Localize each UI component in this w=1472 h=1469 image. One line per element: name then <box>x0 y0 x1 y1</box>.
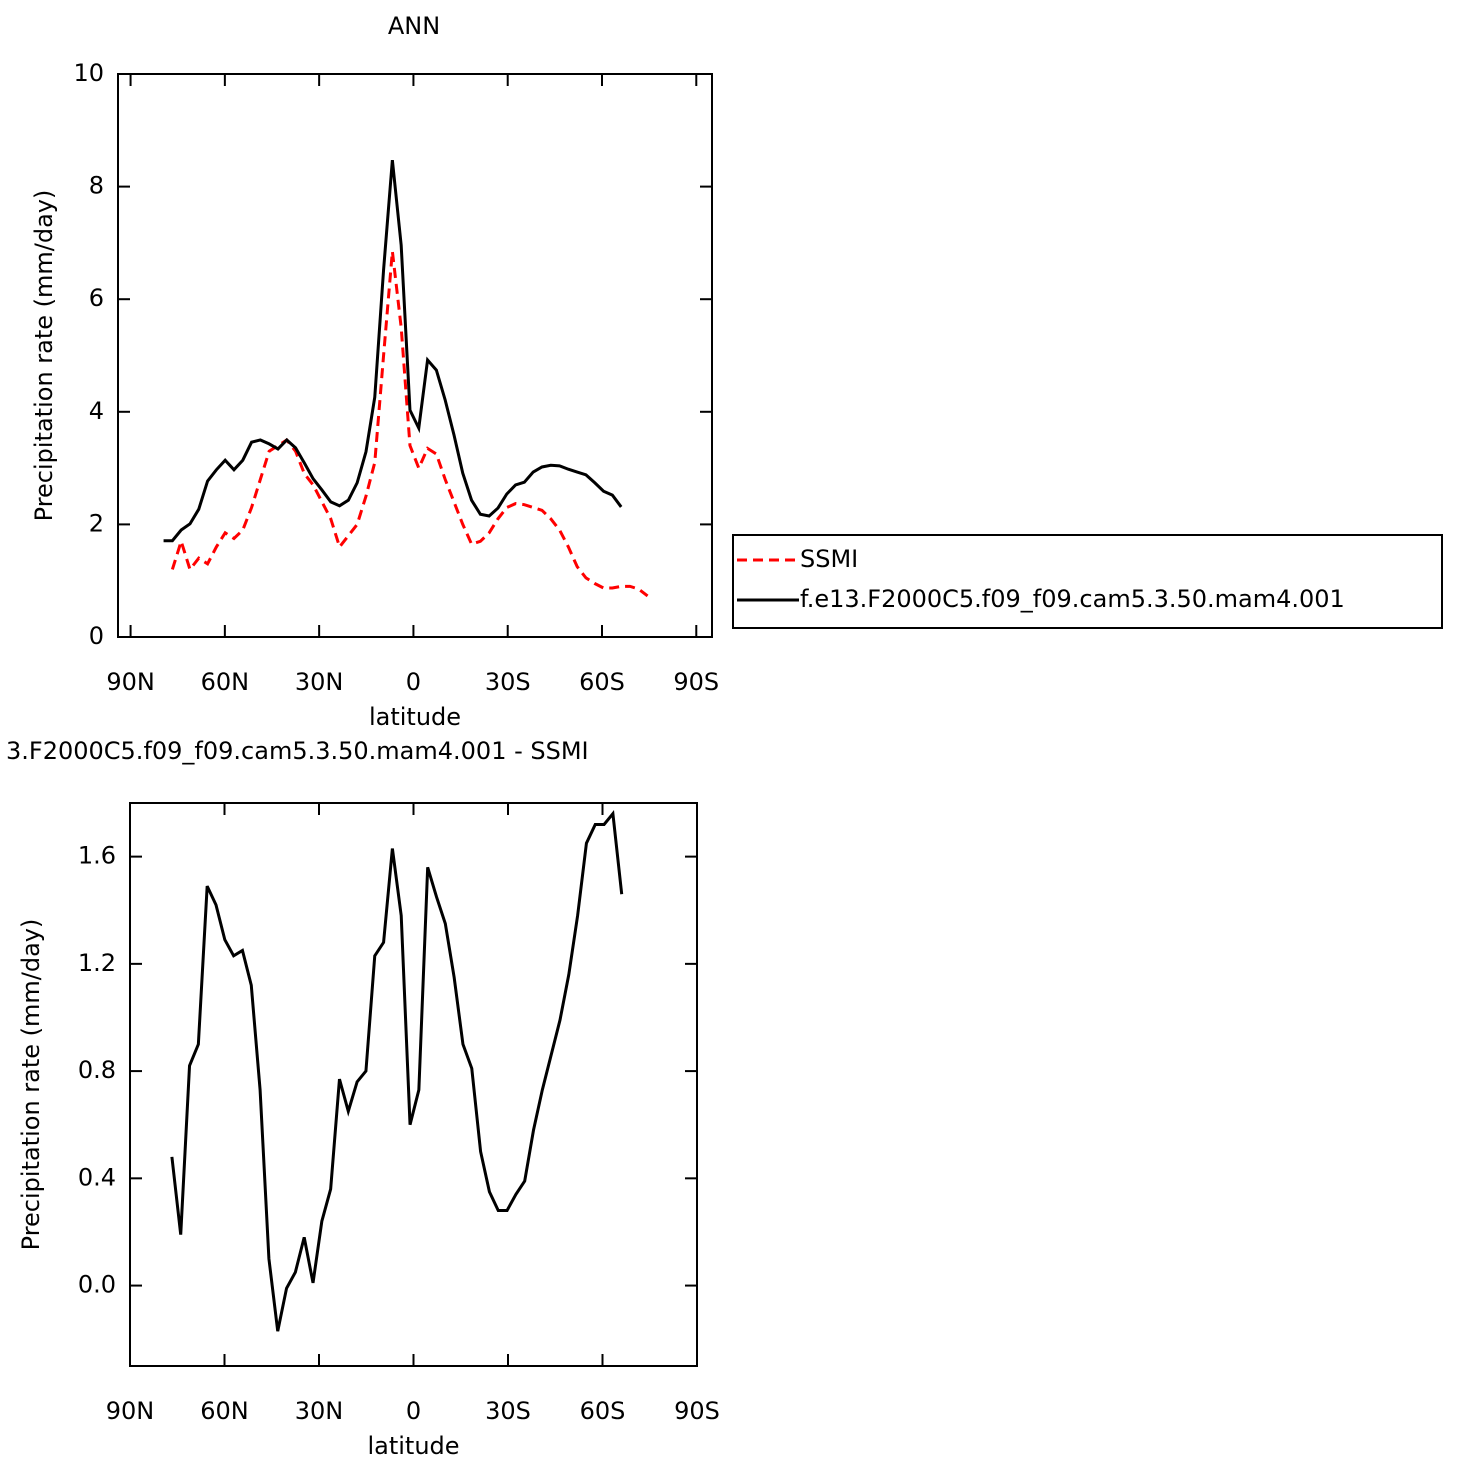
legend-frame <box>732 534 1443 629</box>
y-tick-label: 2 <box>89 509 104 537</box>
legend-label: f.e13.F2000C5.f09_f09.cam5.3.50.mam4.001 <box>800 585 1345 613</box>
x-tick-label: 30S <box>485 1397 531 1425</box>
y-tick-label: 0 <box>89 622 104 650</box>
y-tick-label: 1.6 <box>78 842 116 870</box>
x-tick-label: 90N <box>106 1397 155 1425</box>
x-tick-label: 30N <box>295 668 344 696</box>
x-tick-label: 90S <box>674 1397 720 1425</box>
chart-title: ANN <box>388 12 440 40</box>
y-tick-label: 0.0 <box>78 1271 116 1299</box>
series-line <box>170 251 649 598</box>
y-tick-label: 4 <box>89 397 104 425</box>
y-tick-label: 0.8 <box>78 1056 116 1084</box>
plot-frame <box>129 802 698 1367</box>
y-tick-label: 0.4 <box>78 1163 116 1191</box>
series-line <box>163 159 623 543</box>
x-tick-label: 0 <box>406 668 421 696</box>
plot-frame <box>117 73 713 638</box>
y-axis-label: Precipitation rate (mm/day) <box>30 190 58 522</box>
x-tick-label: 30S <box>485 668 531 696</box>
chart-title: 3.F2000C5.f09_f09.cam5.3.50.mam4.001 - S… <box>6 737 589 765</box>
x-tick-label: 0 <box>406 1397 421 1425</box>
x-axis-label: latitude <box>369 703 461 731</box>
x-tick-label: 60N <box>200 1397 249 1425</box>
series-line <box>170 810 624 1332</box>
x-tick-label: 90S <box>673 668 719 696</box>
x-tick-label: 90N <box>106 668 155 696</box>
x-tick-label: 60S <box>579 668 625 696</box>
y-axis-label: Precipitation rate (mm/day) <box>17 919 45 1251</box>
x-tick-label: 60S <box>580 1397 626 1425</box>
legend-label: SSMI <box>800 545 858 573</box>
x-axis-label: latitude <box>367 1432 459 1460</box>
y-tick-label: 6 <box>89 284 104 312</box>
x-tick-label: 30N <box>295 1397 344 1425</box>
y-tick-label: 1.2 <box>78 949 116 977</box>
y-tick-label: 8 <box>89 172 104 200</box>
y-tick-label: 10 <box>73 59 104 87</box>
x-tick-label: 60N <box>201 668 250 696</box>
